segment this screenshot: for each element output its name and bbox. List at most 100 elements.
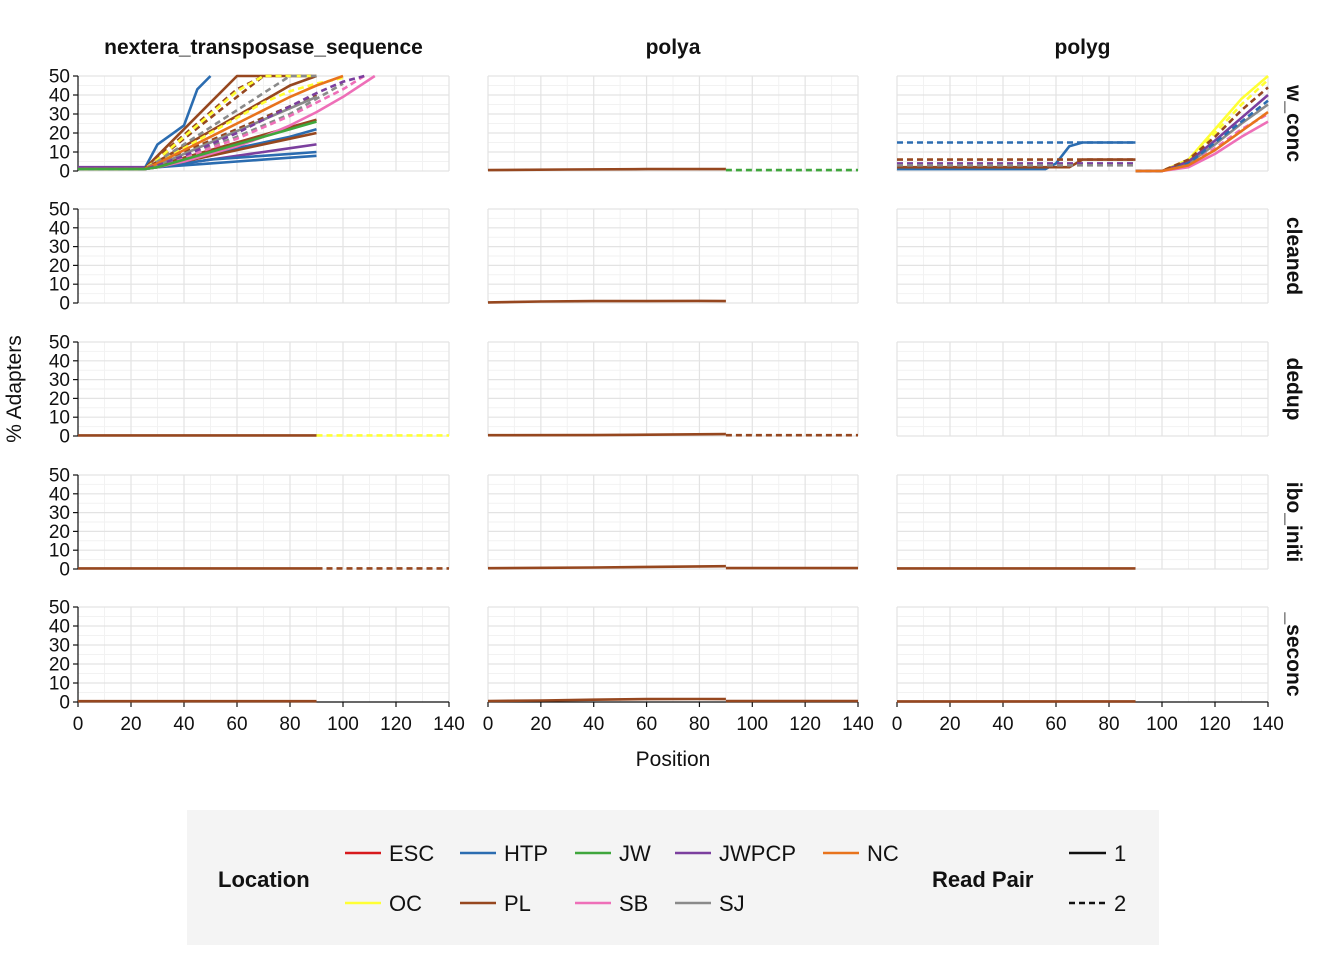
panel-raw_concat-polyg [896, 75, 1269, 172]
y-tick-label: 30 [49, 105, 70, 126]
y-tick-label: 10 [49, 674, 70, 695]
legend-label-sb: SB [619, 891, 648, 916]
legend: Location ESC HTP JW JWPCP NC OC PL SB SJ Read Pair… [187, 810, 1159, 945]
x-tick-label: 40 [173, 714, 194, 735]
y-tick-label: 30 [49, 237, 70, 258]
y-tick-label: 20 [49, 256, 70, 277]
y-tick-label: 0 [59, 427, 70, 448]
y-tick-label: 20 [49, 655, 70, 676]
panel-dedup-polyg [896, 341, 1269, 437]
panel-ribo_secondary-polya [487, 606, 859, 703]
y-tick-label: 0 [59, 693, 70, 714]
legend-label-htp: HTP [504, 841, 548, 866]
y-tick-label: 30 [49, 636, 70, 657]
x-tick-label: 100 [1146, 714, 1178, 735]
x-axis-polyg: 0 20 40 60 80 100 120 140 [892, 701, 1284, 735]
panel-cleaned-polyg [896, 208, 1269, 304]
y-tick-label: 0 [59, 560, 70, 581]
facet-row-label: ibo_initi [1282, 482, 1305, 563]
series-line-pl-pair1 [897, 158, 1136, 169]
x-tick-label: 100 [736, 714, 768, 735]
y-tick-label: 10 [49, 408, 70, 429]
y-tick-label: 10 [49, 143, 70, 164]
legend-title-read-pair: Read Pair [932, 867, 1034, 892]
y-tick-label: 0 [59, 294, 70, 315]
x-tick-label: 140 [1252, 714, 1284, 735]
legend-title-location: Location [218, 867, 310, 892]
y-tick-label: 20 [49, 522, 70, 543]
panel-cleaned-polya [487, 208, 859, 304]
facet-row-strip: dedup [1282, 358, 1305, 421]
y-tick-label: 50 [49, 67, 70, 88]
x-axis-nextera_transposase_sequence: 0 20 40 60 80 100 120 140 [73, 701, 465, 735]
x-tick-label: 0 [483, 714, 494, 735]
x-tick-label: 40 [583, 714, 604, 735]
x-tick-label: 140 [842, 714, 874, 735]
y-tick-label: 40 [49, 351, 70, 372]
y-tick-label: 10 [49, 275, 70, 296]
x-tick-label: 60 [1045, 714, 1066, 735]
panel-raw_concat-polya [487, 75, 859, 172]
legend-background [187, 810, 1159, 945]
legend-label-jw: JW [619, 841, 651, 866]
y-tick-label: 10 [49, 541, 70, 562]
series-line-pl-pair1 [487, 564, 726, 570]
legend-label-read-pair-1: 1 [1114, 841, 1126, 866]
x-tick-label: 0 [892, 714, 903, 735]
y-tick-label: 40 [49, 86, 70, 107]
legend-label-jwpcp: JWPCP [719, 841, 796, 866]
x-axis-polya: 0 20 40 60 80 100 120 140 [483, 701, 874, 735]
facet-row-label: dedup [1282, 358, 1305, 421]
panel-ribo_secondary-nextera_transposase_sequence [77, 606, 450, 703]
x-tick-label: 60 [226, 714, 247, 735]
legend-label-esc: ESC [389, 841, 434, 866]
x-tick-label: 80 [279, 714, 300, 735]
y-tick-label: 40 [49, 484, 70, 505]
y-tick-label: 0 [59, 162, 70, 183]
x-tick-label: 120 [380, 714, 412, 735]
x-tick-label: 100 [327, 714, 359, 735]
series-line-pl-pair1 [487, 697, 726, 703]
panel-ribo_initial-polyg [896, 474, 1269, 570]
y-tick-label: 20 [49, 124, 70, 145]
facet-column-label: polyg [1055, 36, 1111, 59]
facet-row-strip: w_conc [1282, 84, 1305, 162]
panel-ribo_initial-nextera_transposase_sequence [77, 474, 450, 570]
y-axis-title: % Adapters [3, 335, 26, 442]
x-tick-label: 0 [73, 714, 84, 735]
series-line-jw-pair1 [78, 120, 317, 171]
x-tick-label: 80 [689, 714, 710, 735]
facet-row-strip: _seconc [1282, 611, 1305, 696]
x-axis-title: Position [636, 748, 711, 771]
x-tick-label: 40 [992, 714, 1013, 735]
panel-cleaned-nextera_transposase_sequence [77, 208, 450, 304]
facet-row-label: _seconc [1282, 611, 1305, 696]
y-tick-label: 30 [49, 503, 70, 524]
y-tick-label: 50 [49, 200, 70, 221]
legend-label-nc: NC [867, 841, 899, 866]
y-tick-label: 50 [49, 598, 70, 619]
x-tick-label: 20 [530, 714, 551, 735]
facet-column-label: nextera_transposase_sequence [104, 36, 423, 59]
facet-row-strip: ibo_initi [1282, 482, 1305, 563]
y-tick-label: 30 [49, 370, 70, 391]
x-tick-label: 120 [789, 714, 821, 735]
y-tick-label: 50 [49, 333, 70, 354]
series-line-pl-pair1 [487, 167, 726, 172]
panel-ribo_initial-polya [487, 474, 859, 570]
x-tick-label: 20 [939, 714, 960, 735]
facet-row-strip: cleaned [1282, 217, 1305, 295]
y-tick-label: 40 [49, 218, 70, 239]
x-tick-label: 80 [1098, 714, 1119, 735]
facet-row-label: cleaned [1282, 217, 1305, 295]
series-line-pl-pair1 [487, 299, 726, 304]
facet-row-label: w_conc [1282, 84, 1305, 162]
legend-label-oc: OC [389, 891, 422, 916]
y-tick-label: 20 [49, 389, 70, 410]
y-tick-label: 50 [49, 466, 70, 487]
facet-column-label: polya [646, 36, 701, 59]
